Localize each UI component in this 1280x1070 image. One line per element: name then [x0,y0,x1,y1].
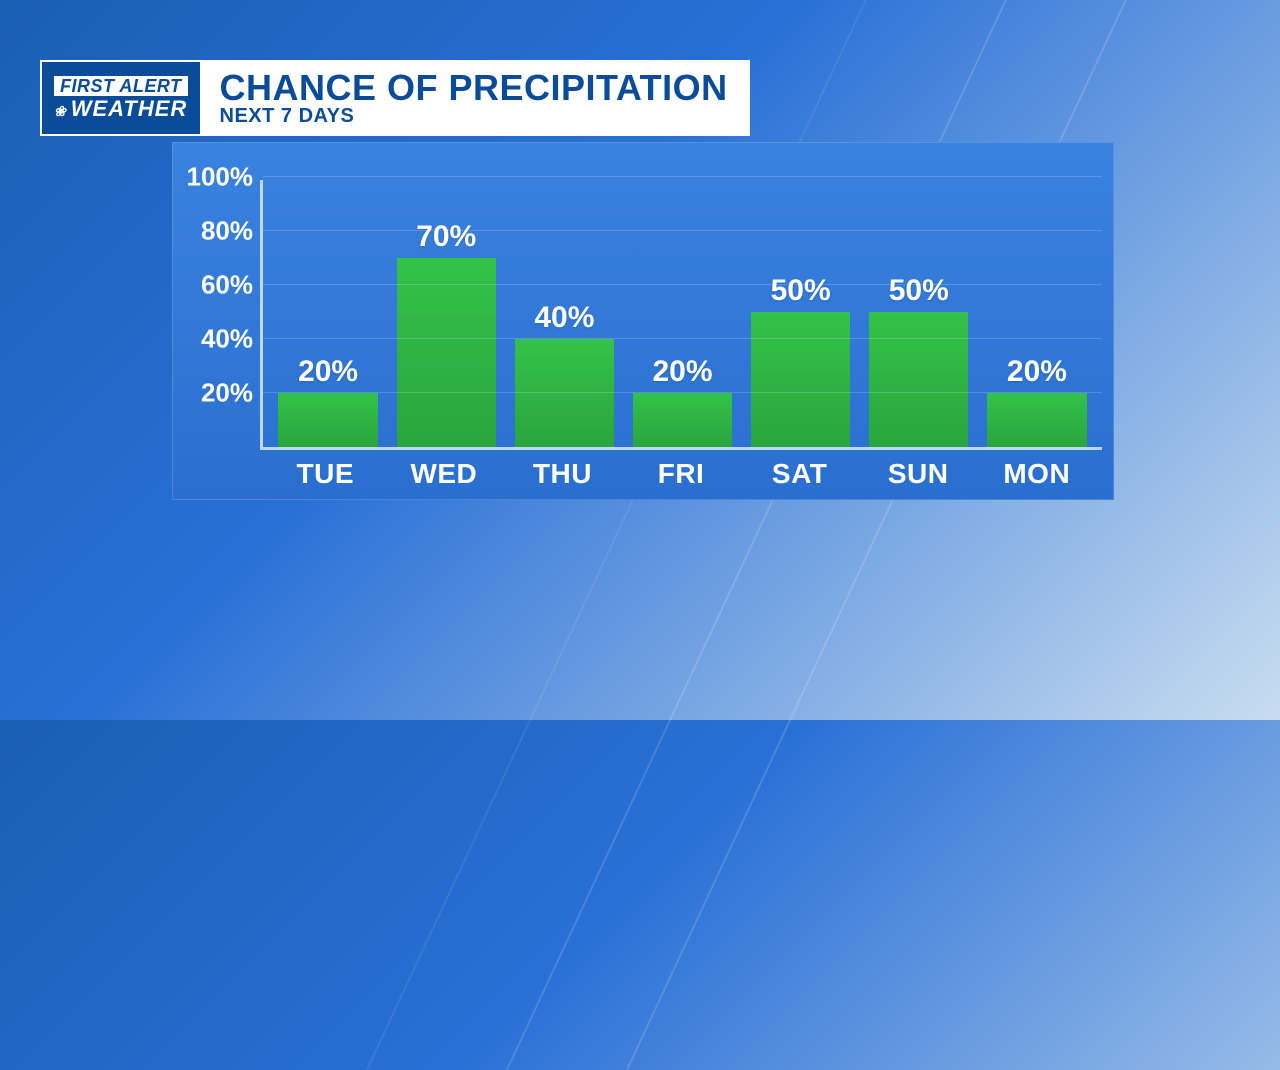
x-tick-label: SUN [859,458,978,490]
logo-line2: ❀ WEATHER [54,98,188,120]
bar-slot: 50% [860,180,978,447]
x-tick-label: MON [977,458,1096,490]
bar-rect [515,339,614,447]
x-tick-label: FRI [622,458,741,490]
nbc-peacock-icon: ❀ [54,104,67,118]
chart-subtitle: NEXT 7 DAYS [220,106,728,127]
x-tick-label: TUE [266,458,385,490]
x-tick-label: WED [385,458,504,490]
plot-area: 20%70%40%20%50%50%20% 20%40%60%80%100% [260,180,1102,450]
bar-value-label: 50% [771,274,831,308]
x-tick-label: SAT [740,458,859,490]
title-panel: CHANCE OF PRECIPITATION NEXT 7 DAYS [202,60,750,136]
header-banner: FIRST ALERT ❀ WEATHER CHANCE OF PRECIPITA… [40,60,750,136]
bar-value-label: 20% [652,355,712,389]
x-axis-labels: TUEWEDTHUFRISATSUNMON [260,458,1102,490]
x-tick-label: THU [503,458,622,490]
logo-line2-text: WEATHER [71,96,188,121]
y-tick-label: 80% [201,216,253,247]
gridline [263,176,1102,177]
y-tick-label: 100% [187,162,254,193]
bar-slot: 20% [269,180,387,447]
y-tick-label: 60% [201,270,253,301]
gridline [263,338,1102,339]
bar-rect [397,258,496,447]
bar-rect [869,312,968,447]
gridline [263,284,1102,285]
bar-rect [751,312,850,447]
bar-rect [633,393,732,447]
bars-row: 20% 70% 40% 20% 50% 50% 20% [263,180,1102,447]
bar-slot: 50% [742,180,860,447]
gridline [263,230,1102,231]
gridline [263,392,1102,393]
bar-slot: 40% [505,180,623,447]
bar-rect [278,393,377,447]
bar-value-label: 40% [534,301,594,335]
bar-rect [987,393,1086,447]
weather-logo: FIRST ALERT ❀ WEATHER [40,60,202,136]
precip-chart-panel: 20% 70% 40% 20% 50% 50% 20% 20% 40% 60% 80% 100% T… [172,142,1114,500]
y-tick-label: 20% [201,378,253,409]
bar-slot: 70% [387,180,505,447]
bar-value-label: 70% [416,220,476,254]
logo-line1: FIRST ALERT [54,76,188,96]
y-tick-label: 40% [201,324,253,355]
bar-value-label: 20% [298,355,358,389]
bar-slot: 20% [978,180,1096,447]
bar-value-label: 50% [889,274,949,308]
chart-title: CHANCE OF PRECIPITATION [220,69,728,107]
bar-value-label: 20% [1007,355,1067,389]
bar-slot: 20% [623,180,741,447]
